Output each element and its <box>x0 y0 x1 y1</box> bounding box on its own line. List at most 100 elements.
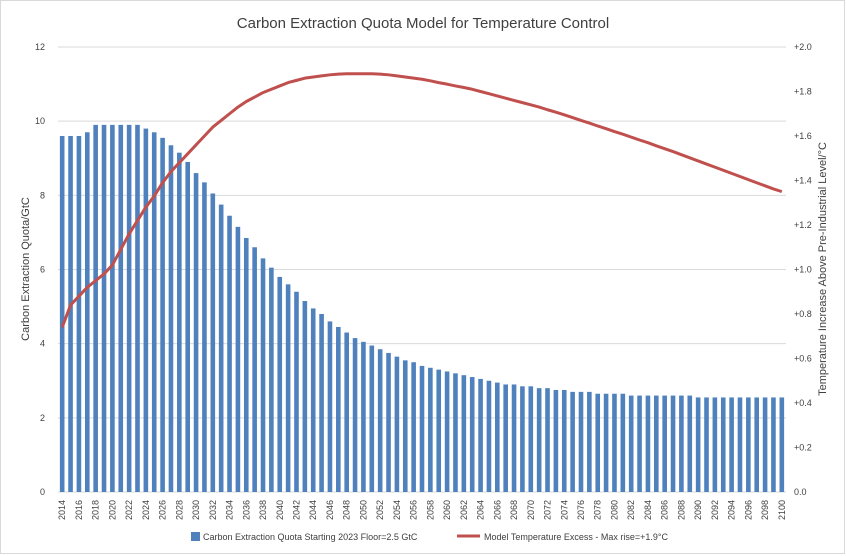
temperature-line <box>60 72 783 328</box>
quota-bar <box>478 378 483 492</box>
quota-bar <box>235 226 241 492</box>
quota-bar <box>419 365 425 492</box>
quota-bar <box>202 182 207 492</box>
x-tick-label: 2054 <box>392 500 402 520</box>
quota-bar <box>679 395 684 492</box>
quota-bar <box>603 393 609 492</box>
quota-bar <box>553 390 559 492</box>
x-tick-label: 2086 <box>660 500 670 520</box>
quota-bar <box>402 360 408 492</box>
x-tick-label: 2064 <box>476 500 486 520</box>
x-tick-label: 2046 <box>325 500 335 520</box>
quota-bar <box>746 397 751 492</box>
quota-bar <box>762 397 768 492</box>
quota-bar <box>620 393 626 492</box>
quota-bar <box>411 362 416 492</box>
quota-bar <box>319 314 324 492</box>
right-tick-label: +0.8 <box>794 309 812 319</box>
x-tick-label: 2080 <box>609 500 619 520</box>
quota-bar <box>118 124 124 492</box>
x-tick-label: 2052 <box>375 500 385 520</box>
legend-bar-label: Carbon Extraction Quota Starting 2023 Fl… <box>203 532 418 542</box>
quota-bar <box>302 301 308 492</box>
quota-bar <box>528 386 534 492</box>
quota-bar <box>737 397 743 492</box>
bar-series <box>59 124 785 493</box>
quota-bar <box>151 132 157 492</box>
quota-bar <box>712 397 718 492</box>
x-tick-label: 2014 <box>57 500 67 520</box>
left-axis-title: Carbon Extraction Quota/GtC <box>20 197 32 341</box>
quota-bar <box>243 237 249 492</box>
quota-bar <box>135 124 140 492</box>
quota-bar <box>185 161 191 493</box>
x-tick-label: 2032 <box>208 500 218 520</box>
quota-bar <box>285 284 291 492</box>
quota-bar <box>637 395 642 492</box>
quota-bar <box>662 395 667 492</box>
right-tick-label: +0.4 <box>794 398 812 408</box>
quota-bar <box>277 276 283 492</box>
left-tick-label: 10 <box>35 116 45 126</box>
right-axis-title: Temperature Increase Above Pre-Industria… <box>817 142 829 396</box>
quota-bar <box>168 145 174 493</box>
quota-bar <box>369 345 375 492</box>
quota-bar <box>93 124 98 492</box>
x-tick-label: 2022 <box>124 500 134 520</box>
quota-bar <box>587 391 592 492</box>
x-tick-label: 2072 <box>543 500 553 520</box>
quota-bar <box>252 247 257 492</box>
quota-bar <box>570 391 575 492</box>
quota-bar <box>511 384 517 492</box>
quota-bar <box>612 393 617 492</box>
x-axis-ticks: 2014 2016 2018 2020 2022 2024 2026 2028 2030 2032… <box>57 500 787 520</box>
right-tick-label: +1.4 <box>794 176 812 186</box>
x-tick-label: 2044 <box>308 500 318 520</box>
quota-bar <box>653 395 659 492</box>
quota-bar <box>628 395 634 492</box>
quota-bar <box>386 352 391 492</box>
x-tick-label: 2094 <box>727 500 737 520</box>
quota-bar <box>352 338 358 492</box>
quota-bar <box>428 367 433 492</box>
x-tick-label: 2030 <box>191 500 201 520</box>
x-tick-label: 2092 <box>710 500 720 520</box>
quota-bar <box>361 341 366 492</box>
quota-bar <box>327 321 333 492</box>
x-tick-label: 2036 <box>241 500 251 520</box>
quota-bar <box>771 397 776 492</box>
x-tick-label: 2050 <box>358 500 368 520</box>
x-tick-label: 2024 <box>141 500 151 520</box>
quota-bar <box>453 373 458 492</box>
quota-bar <box>377 349 383 492</box>
x-tick-label: 2070 <box>526 500 536 520</box>
quota-bar <box>177 152 182 492</box>
left-tick-label: 2 <box>40 413 45 423</box>
x-tick-label: 2088 <box>676 500 686 520</box>
x-tick-label: 2060 <box>442 500 452 520</box>
quota-bar <box>461 375 467 492</box>
right-tick-label: +1.0 <box>794 265 812 275</box>
x-tick-label: 2048 <box>342 500 352 520</box>
x-tick-label: 2034 <box>225 500 235 520</box>
left-tick-label: 0 <box>40 487 45 497</box>
left-tick-label: 8 <box>40 190 45 200</box>
right-tick-label: +0.6 <box>794 354 812 364</box>
quota-bar <box>436 369 442 492</box>
left-tick-label: 12 <box>35 42 45 52</box>
quota-bar <box>687 395 693 492</box>
quota-bar <box>469 377 475 492</box>
x-tick-label: 2078 <box>593 500 603 520</box>
quota-bar <box>704 397 709 492</box>
right-tick-label: +1.2 <box>794 220 812 230</box>
quota-bar <box>578 391 584 492</box>
x-tick-label: 2020 <box>107 500 117 520</box>
quota-bar <box>59 136 65 492</box>
x-tick-label: 2074 <box>559 500 569 520</box>
quota-bar <box>444 371 450 492</box>
quota-bar <box>754 397 760 492</box>
quota-bar <box>269 267 274 492</box>
x-tick-label: 2056 <box>409 500 419 520</box>
